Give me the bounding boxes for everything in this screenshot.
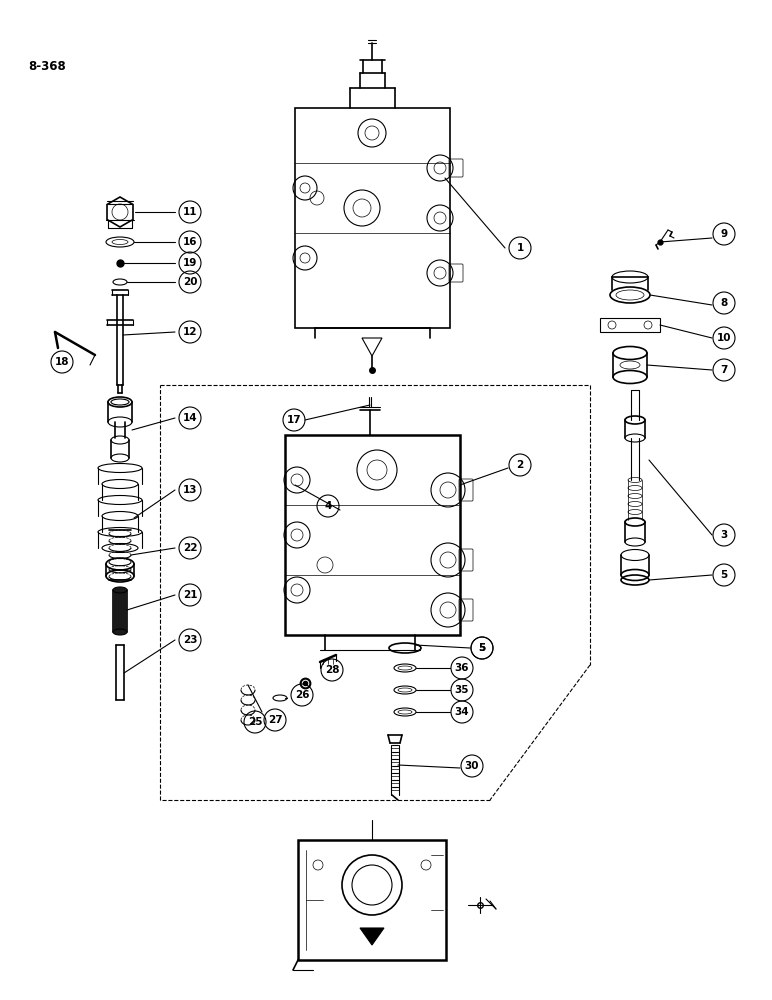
Ellipse shape bbox=[113, 587, 127, 593]
Text: 20: 20 bbox=[183, 277, 198, 287]
Text: 14: 14 bbox=[183, 413, 198, 423]
Text: 30: 30 bbox=[465, 761, 479, 771]
Text: 10: 10 bbox=[716, 333, 731, 343]
Text: 11: 11 bbox=[183, 207, 198, 217]
Text: 1: 1 bbox=[516, 243, 523, 253]
Text: 5: 5 bbox=[479, 643, 486, 653]
Text: 28: 28 bbox=[325, 665, 339, 675]
Text: 22: 22 bbox=[183, 543, 198, 553]
Text: 5: 5 bbox=[720, 570, 728, 580]
Text: 34: 34 bbox=[455, 707, 469, 717]
Text: 16: 16 bbox=[183, 237, 198, 247]
Text: 13: 13 bbox=[183, 485, 198, 495]
Text: 36: 36 bbox=[455, 663, 469, 673]
Ellipse shape bbox=[113, 629, 127, 635]
Text: 8: 8 bbox=[720, 298, 728, 308]
Text: 7: 7 bbox=[720, 365, 728, 375]
Text: 9: 9 bbox=[720, 229, 727, 239]
Text: 17: 17 bbox=[286, 415, 301, 425]
Text: 35: 35 bbox=[455, 685, 469, 695]
Text: 8-368: 8-368 bbox=[28, 60, 66, 74]
Text: 23: 23 bbox=[183, 635, 198, 645]
Text: 25: 25 bbox=[248, 717, 262, 727]
Text: 27: 27 bbox=[268, 715, 283, 725]
Text: 19: 19 bbox=[183, 258, 197, 268]
Text: 3: 3 bbox=[720, 530, 728, 540]
Polygon shape bbox=[360, 928, 384, 945]
Text: 18: 18 bbox=[55, 357, 69, 367]
Text: 21: 21 bbox=[183, 590, 198, 600]
Text: 5: 5 bbox=[479, 643, 486, 653]
Text: 12: 12 bbox=[183, 327, 198, 337]
FancyBboxPatch shape bbox=[113, 590, 127, 632]
Text: 4: 4 bbox=[324, 501, 332, 511]
Text: 2: 2 bbox=[516, 460, 523, 470]
Text: 26: 26 bbox=[295, 690, 310, 700]
